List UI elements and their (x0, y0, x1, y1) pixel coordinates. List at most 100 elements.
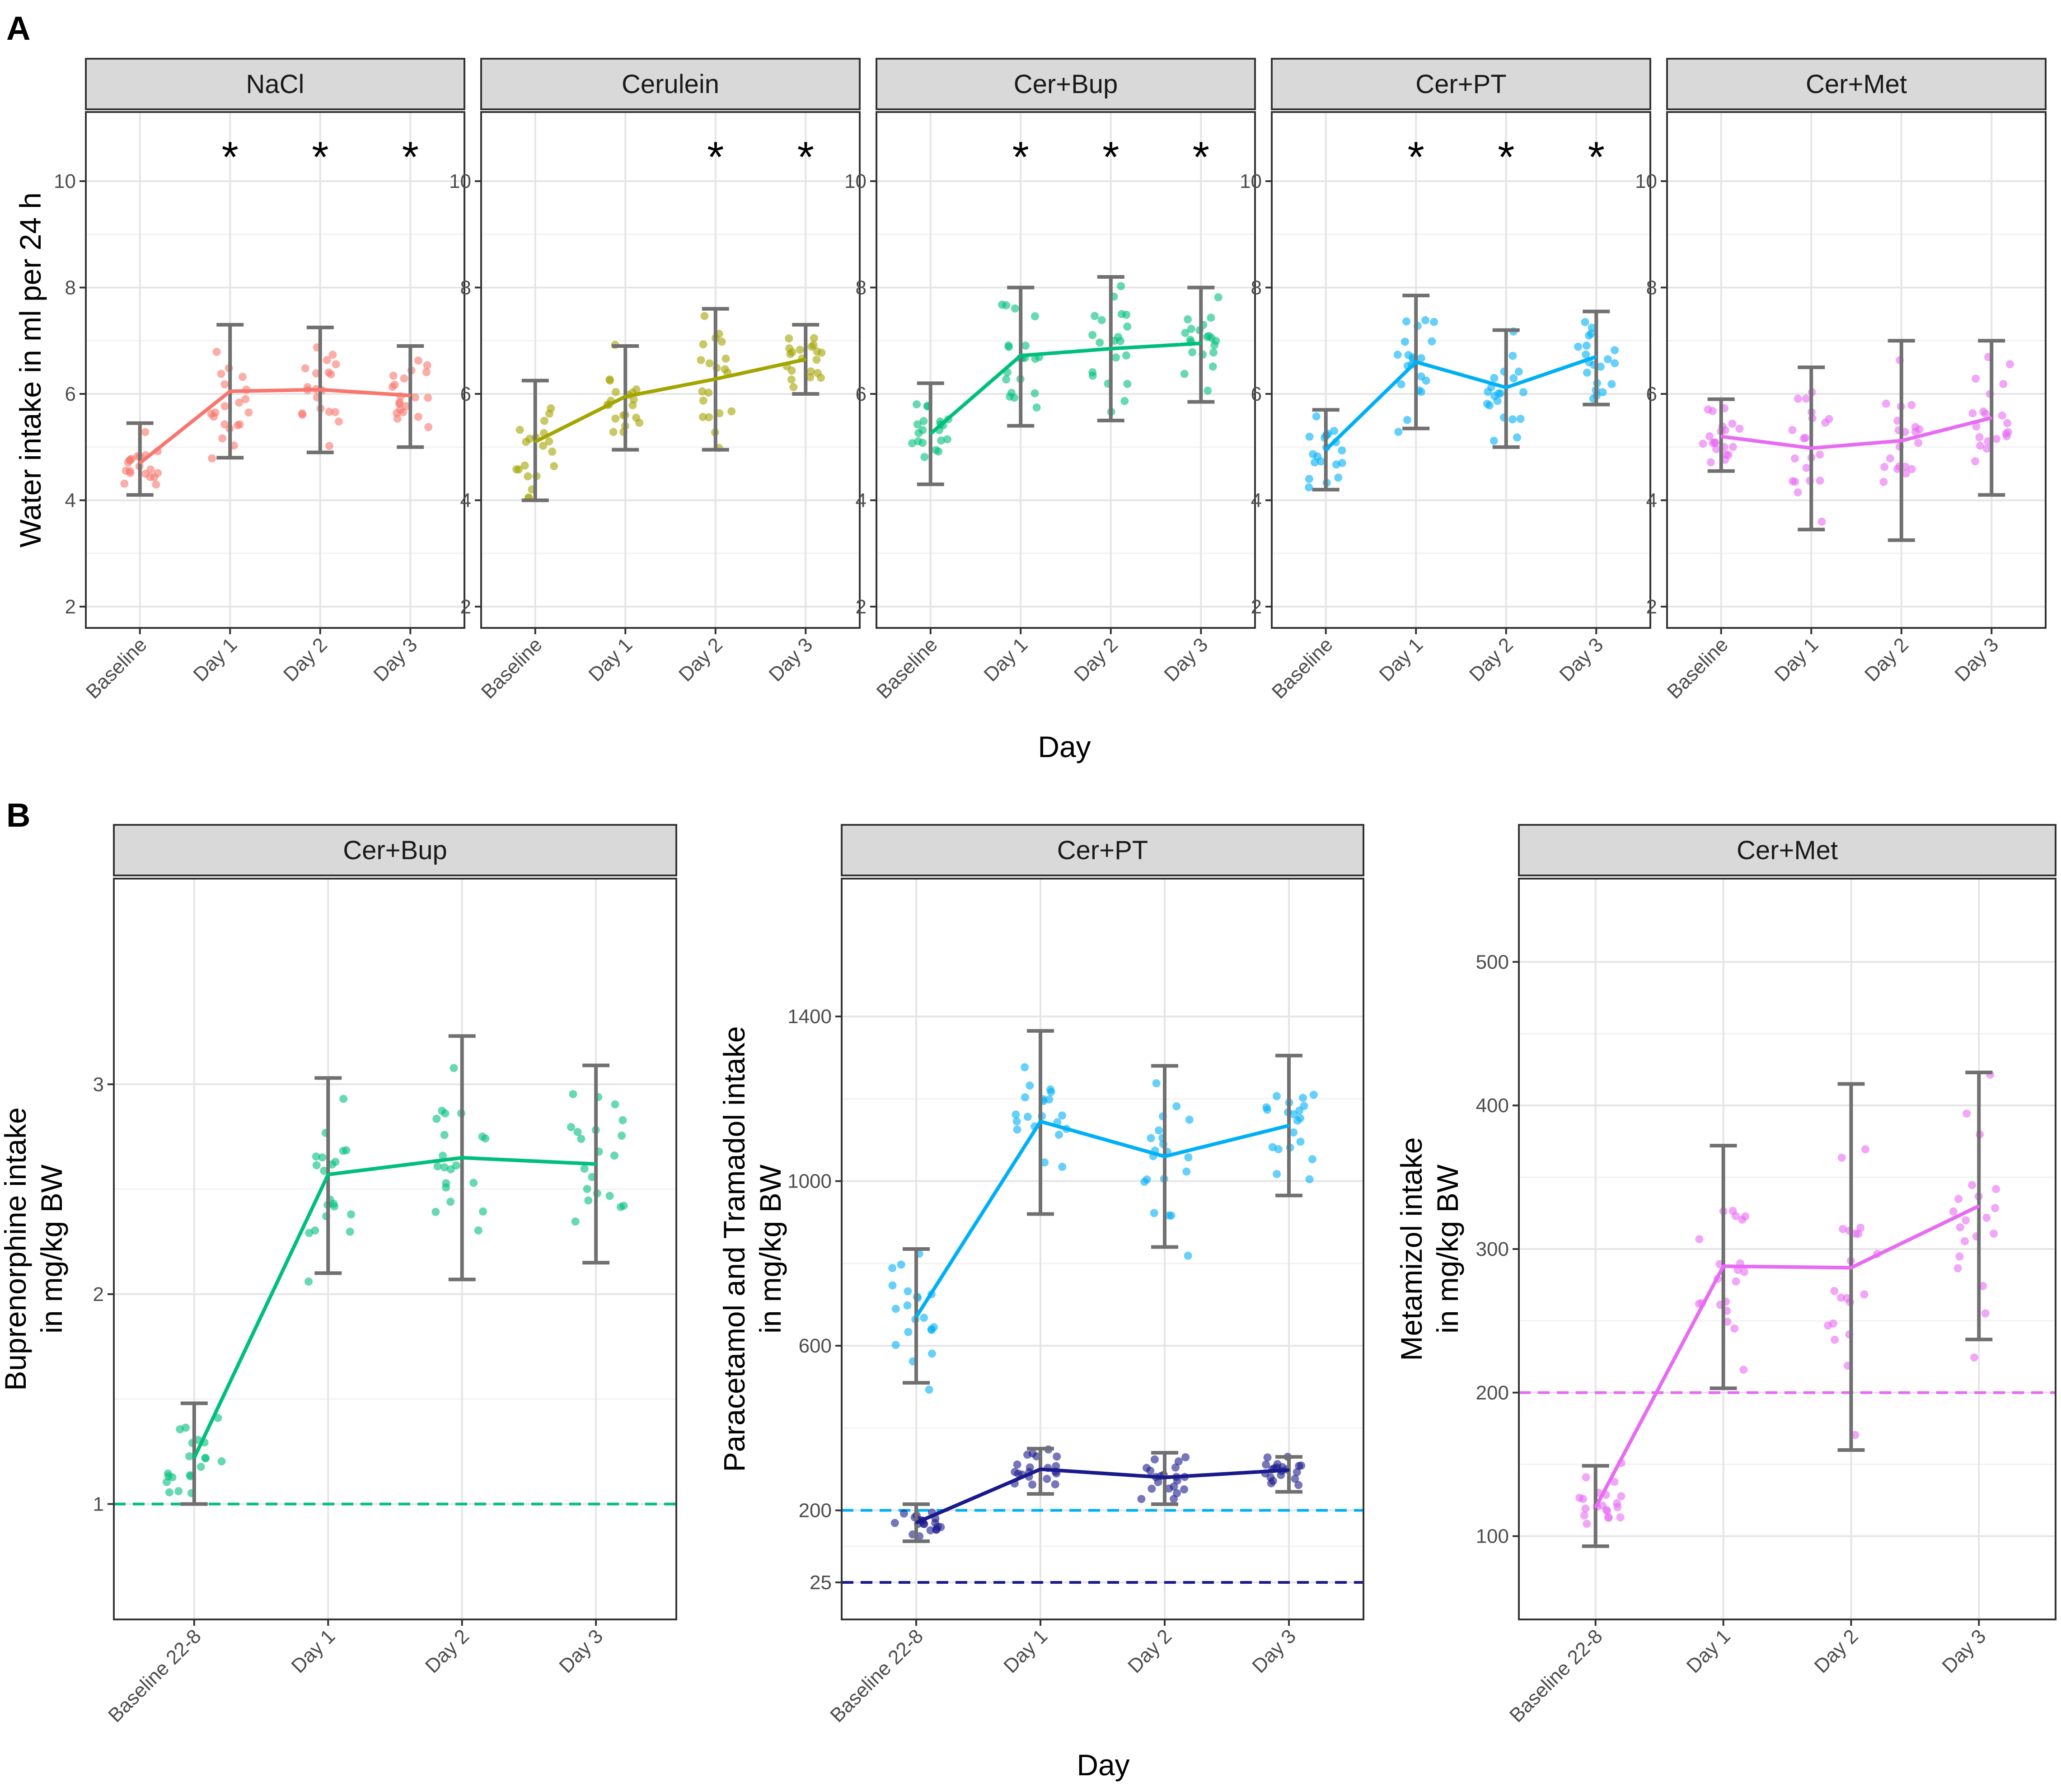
data-point (1030, 389, 1039, 398)
data-point (1181, 1453, 1190, 1461)
x-tick-label: Day 3 (369, 633, 422, 686)
data-point (440, 1131, 449, 1139)
data-point (610, 1151, 618, 1160)
data-point (1207, 313, 1215, 322)
data-point (1611, 359, 1619, 368)
data-point (547, 404, 555, 413)
data-point (888, 1264, 897, 1273)
x-tick-label: Day 2 (675, 633, 727, 686)
y-axis-title-line: in mg/kg BW (1431, 1164, 1464, 1333)
data-point (1790, 454, 1799, 463)
y-tick-label: 2 (856, 596, 867, 618)
significance-star: * (402, 133, 419, 181)
data-point (1816, 450, 1824, 459)
data-point (1140, 1178, 1149, 1186)
x-tick-label: Day 1 (999, 1625, 1052, 1677)
mean-point (1415, 361, 1417, 363)
data-point (934, 447, 943, 456)
data-point (1030, 312, 1039, 321)
data-point (235, 398, 244, 407)
data-point (1262, 1460, 1270, 1469)
data-point (1956, 1223, 1964, 1232)
data-point (1728, 1207, 1737, 1215)
data-point (1582, 350, 1590, 359)
data-point (920, 1314, 928, 1322)
data-point (796, 346, 804, 354)
data-point (810, 334, 818, 342)
y-tick-label: 6 (65, 383, 76, 405)
data-point (550, 462, 558, 470)
data-point (210, 412, 218, 421)
y-tick-label: 2 (93, 1283, 104, 1305)
data-point (573, 1128, 582, 1136)
data-point (1907, 465, 1916, 473)
data-point (1305, 483, 1313, 491)
data-point (1263, 1453, 1272, 1462)
data-point (1272, 1092, 1281, 1100)
y-tick-label: 4 (65, 489, 76, 511)
data-point (721, 354, 730, 363)
data-point (699, 396, 707, 405)
data-point (1708, 407, 1717, 415)
data-point (1403, 416, 1411, 424)
data-point (208, 454, 216, 463)
data-point (1490, 374, 1499, 382)
mean-point (1505, 386, 1507, 388)
data-point (606, 376, 614, 385)
data-point (1603, 355, 1612, 364)
data-point (1180, 1485, 1189, 1494)
panel-label-b: B (6, 796, 30, 834)
data-point (785, 344, 794, 353)
panel-border (876, 111, 1256, 629)
data-point (1802, 463, 1811, 472)
data-point (998, 300, 1006, 309)
data-point (411, 393, 420, 402)
data-point (330, 1202, 339, 1211)
data-point (1170, 1482, 1178, 1491)
mean-point (534, 440, 536, 443)
data-point (1021, 342, 1030, 350)
data-point (1047, 1088, 1055, 1096)
data-point (1976, 441, 1984, 450)
data-point (1096, 338, 1104, 347)
data-point (1494, 389, 1503, 398)
data-point (1954, 1195, 1963, 1203)
y-axis-title-line: Paracetamol and Tramadol intake (717, 1026, 751, 1472)
data-point (241, 395, 250, 403)
y-tick-label: 10 (844, 170, 867, 192)
y-tick-label: 200 (799, 1500, 832, 1522)
facet-strip (876, 58, 1256, 110)
data-point (1011, 304, 1019, 313)
data-point (571, 1217, 580, 1226)
data-point (1788, 426, 1797, 435)
data-point (1508, 415, 1517, 424)
data-point (1990, 1229, 1998, 1238)
data-point (1991, 1204, 2000, 1212)
x-tick-label: Day 2 (1465, 633, 1518, 686)
data-point (616, 1202, 625, 1211)
x-tick-label: Day 3 (1938, 1625, 1990, 1677)
data-point (1603, 1507, 1611, 1515)
y-tick-label: 4 (1251, 489, 1262, 511)
data-point (2003, 419, 2012, 427)
data-point (1032, 403, 1041, 412)
data-point (515, 465, 523, 474)
data-point (1184, 1153, 1193, 1162)
data-point (727, 407, 736, 416)
panel-border (841, 878, 1364, 1620)
data-point (612, 388, 620, 396)
data-point (927, 1349, 936, 1358)
data-point (439, 1151, 447, 1160)
mean-point (409, 394, 412, 397)
y-axis-title-line: in mg/kg BW (754, 1164, 787, 1333)
significance-star: * (797, 133, 814, 181)
x-tick-label: Baseline 22-8 (826, 1625, 927, 1726)
y-tick-label: 2 (460, 596, 471, 618)
facet-strip (841, 824, 1364, 876)
data-point (1289, 1128, 1298, 1137)
data-point (539, 441, 548, 450)
data-point (141, 428, 150, 436)
data-point (197, 1463, 205, 1471)
data-point (1583, 369, 1591, 377)
significance-star: * (1193, 133, 1209, 181)
